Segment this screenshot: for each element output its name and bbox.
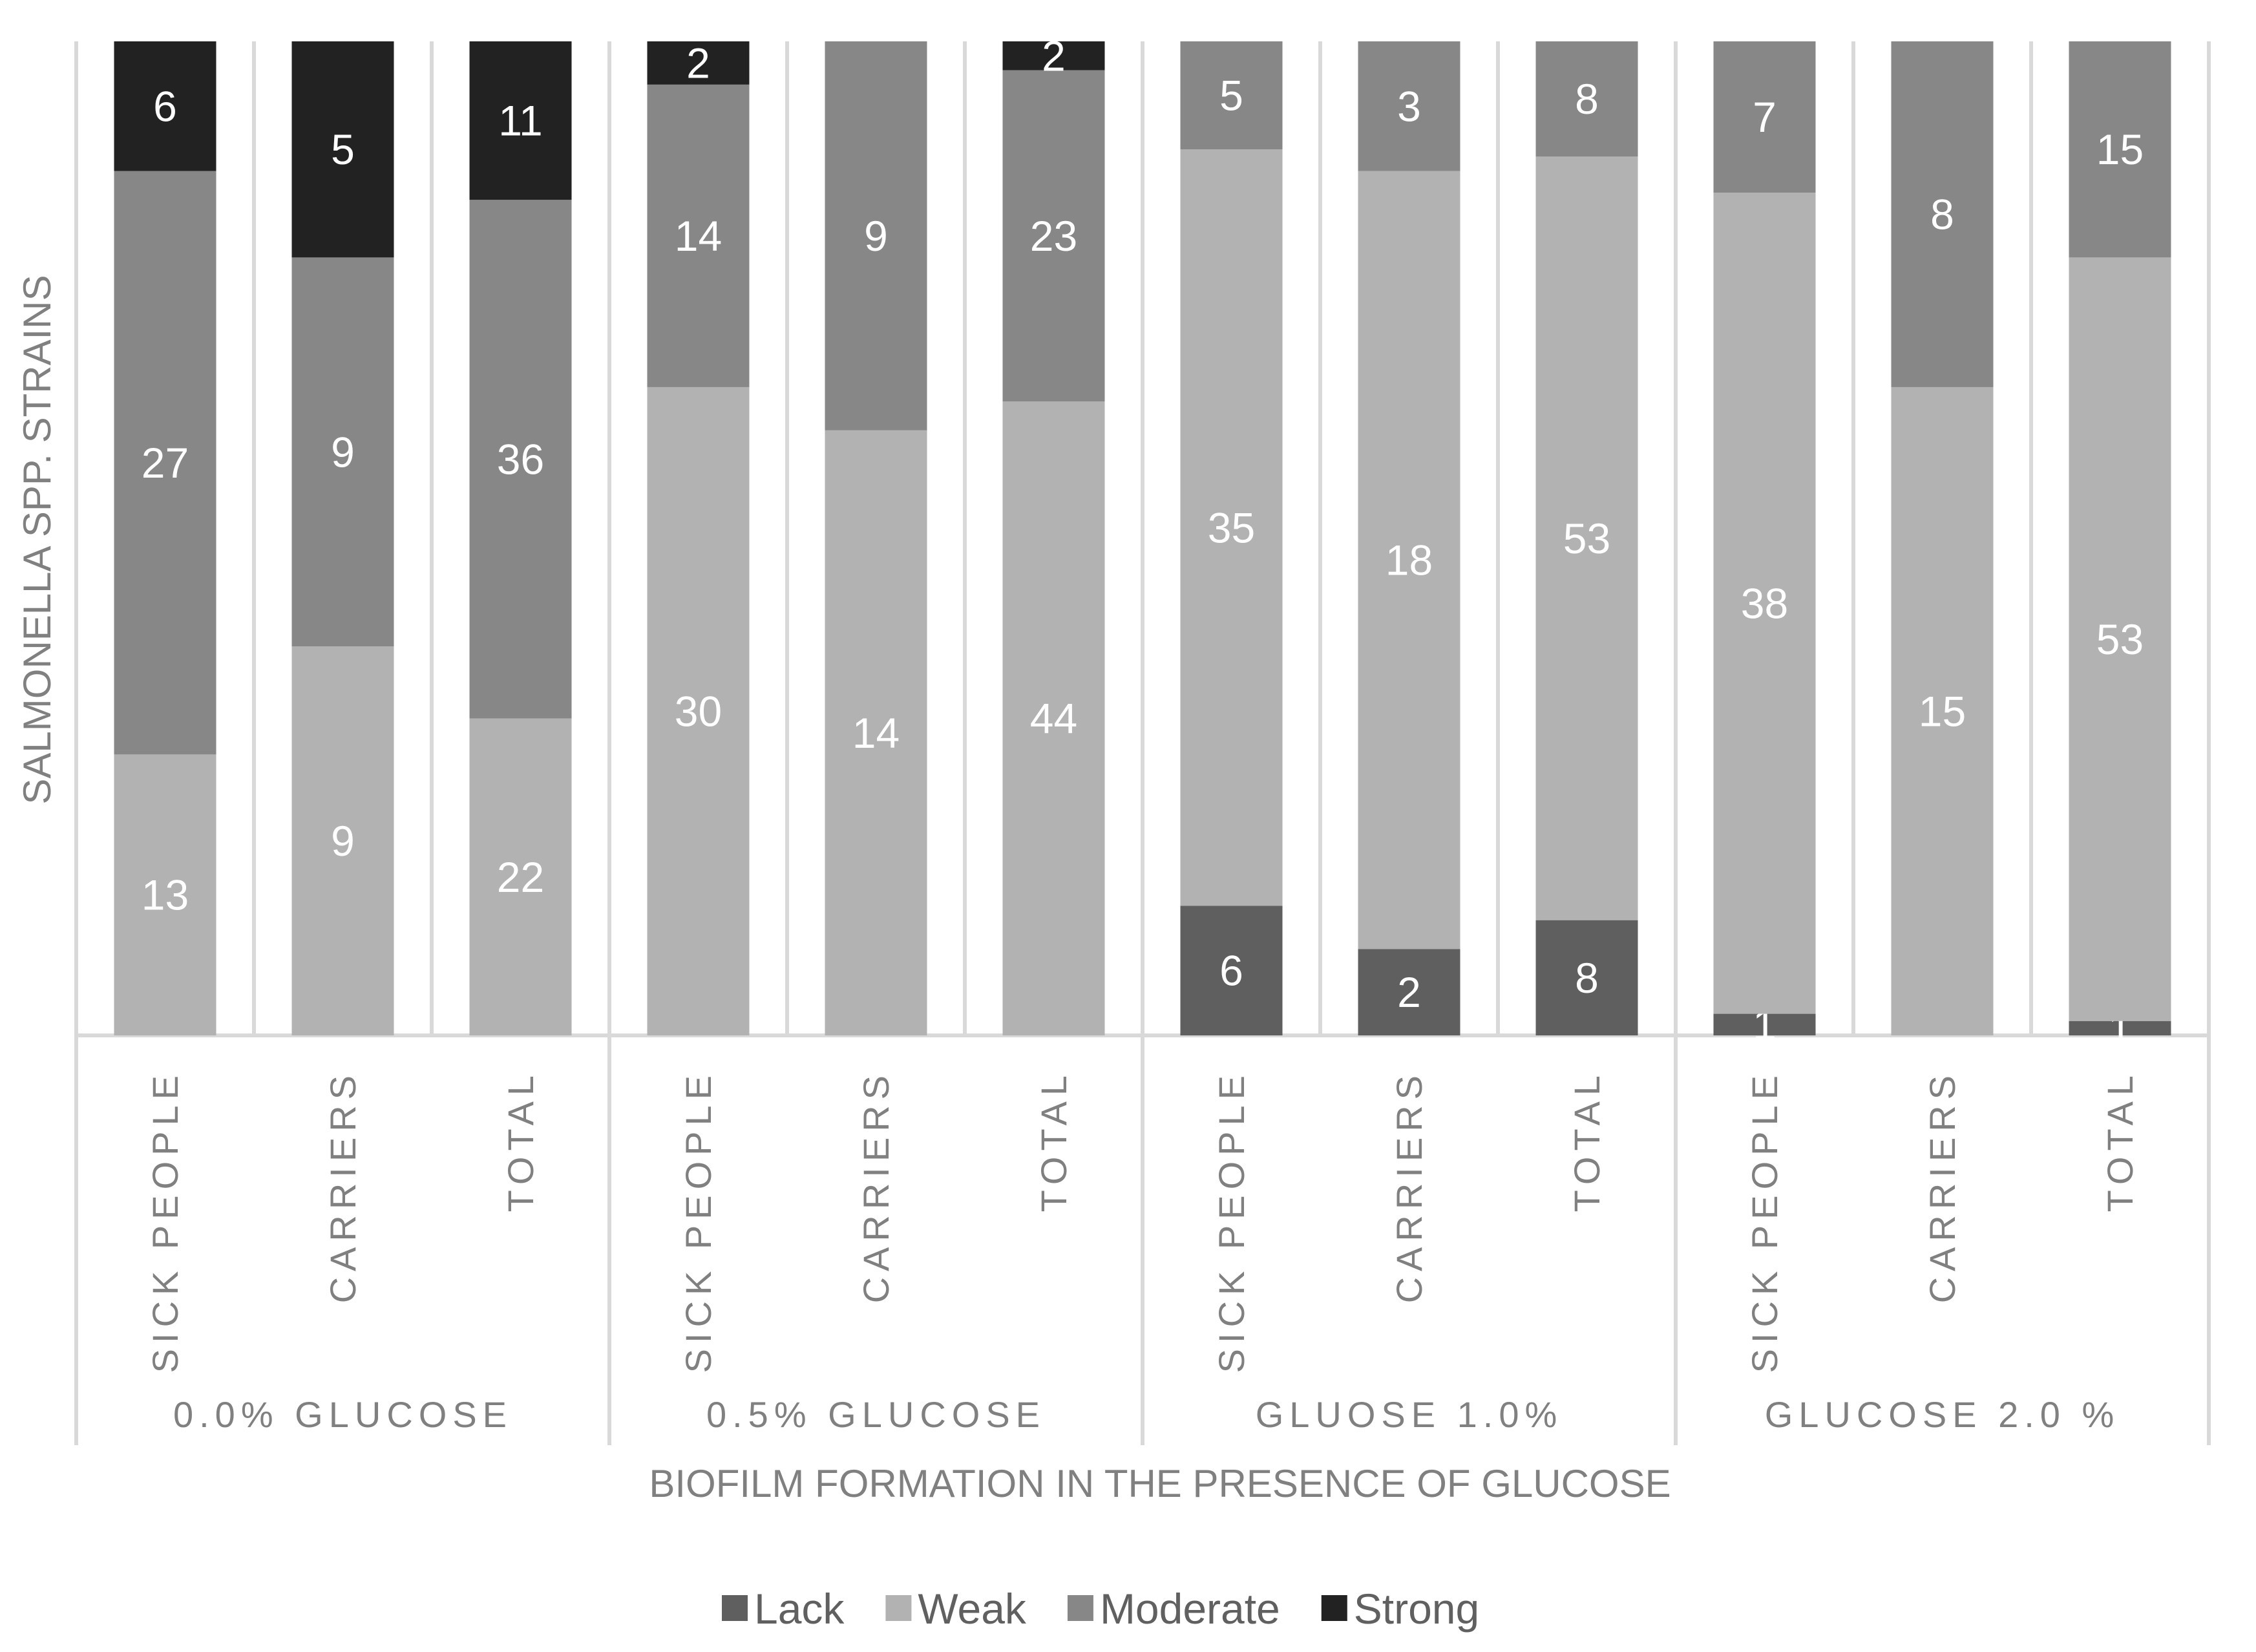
bar-segment-moderate (1713, 41, 1816, 193)
bar-segment-lack (1180, 905, 1283, 1035)
bar-segment-lack (1358, 949, 1460, 1035)
category-tick-label: CARRIERS (856, 1070, 896, 1303)
category-tick-label: TOTAL (2100, 1070, 2140, 1212)
data-label-strong: 11 (498, 97, 543, 145)
bar-segment-weak (114, 754, 216, 1035)
x-axis-title: BIOFILM FORMATION IN THE PRESENCE OF GLU… (649, 1462, 1671, 1505)
bar-segment-weak (469, 718, 572, 1035)
bar-segment-weak (1358, 171, 1460, 949)
data-label-weak: 18 (1386, 536, 1433, 584)
bar-segment-moderate (1891, 41, 1994, 387)
data-label-moderate: 9 (331, 428, 355, 476)
bar-segment-strong (647, 41, 750, 85)
data-label-moderate: 9 (864, 212, 888, 260)
data-label-weak: 35 (1208, 503, 1255, 551)
group-labels: 0.0% GLUCOSE 0.5% GLUCOSE GLUOSE 1.0% GLUCO… (173, 1394, 2120, 1435)
data-label-strong: 2 (686, 39, 710, 87)
category-tick-label: SICK PEOPLE (1744, 1070, 1785, 1373)
data-label-weak: 38 (1741, 579, 1788, 627)
category-tick-label: TOTAL (1566, 1070, 1607, 1212)
bar-segment-moderate (2069, 41, 2171, 258)
bar-segment-weak (647, 387, 750, 1035)
bar-segment-strong (469, 41, 572, 200)
category-tick-label: CARRIERS (1389, 1070, 1429, 1303)
bar-segment-strong (291, 41, 394, 258)
y-axis-title: SALMONELLA SPP. STRAINS (16, 275, 59, 804)
data-label-moderate: 8 (1930, 190, 1954, 238)
group-label: GLUCOSE 2.0 % (1765, 1394, 2120, 1435)
data-label-weak: 44 (1030, 695, 1077, 743)
bar-segment-weak (1891, 387, 1994, 1035)
category-separators (74, 41, 2211, 1445)
data-label-weak: 9 (331, 817, 355, 865)
bar-segment-moderate (291, 257, 394, 647)
data-label-weak: 13 (142, 871, 189, 919)
data-label-lack: 8 (1575, 954, 1599, 1002)
bar-segment-moderate (469, 200, 572, 719)
data-label-moderate: 3 (1397, 82, 1421, 130)
data-label-weak: 14 (852, 709, 900, 757)
bar-segment-lack (1713, 1013, 1816, 1035)
data-label-weak: 30 (675, 687, 722, 735)
category-tick-label: SICK PEOPLE (678, 1070, 719, 1373)
bar-segment-lack (1535, 920, 1638, 1035)
bar-segment-strong (1002, 41, 1105, 70)
bar-segment-moderate (1002, 70, 1105, 402)
data-label-moderate: 5 (1219, 72, 1243, 120)
category-tick-label: CARRIERS (1922, 1070, 1963, 1303)
bar-segment-strong (114, 41, 216, 171)
data-label-strong: 2 (1042, 32, 1066, 79)
group-label: 0.0% GLUCOSE (173, 1394, 512, 1435)
category-tick-labels: SICK PEOPLE CARRIERS TOTAL SICK PEOPLE CARRI… (145, 1070, 2140, 1373)
data-label-moderate: 36 (497, 435, 544, 483)
data-label-moderate: 7 (1753, 93, 1776, 141)
legend-label-lack: Lack (754, 1585, 845, 1633)
bar-segment-weak (291, 646, 394, 1035)
category-tick-label: SICK PEOPLE (1211, 1070, 1252, 1373)
bar-segment-moderate (1535, 41, 1638, 157)
bar-segment-weak (1535, 156, 1638, 920)
bar-segment-weak (1002, 401, 1105, 1035)
data-label-weak: 15 (1919, 687, 1966, 735)
bar-segment-weak (825, 430, 927, 1035)
bars: 1327699522361130142149442326355218385381… (114, 32, 2171, 1052)
data-label-weak: 53 (2096, 615, 2144, 663)
category-tick-label: TOTAL (500, 1070, 541, 1212)
legend-swatch-strong (1321, 1595, 1347, 1621)
legend: Lack Weak Moderate Strong (722, 1585, 1479, 1633)
data-label-weak: 53 (1563, 514, 1610, 562)
category-tick-label: CARRIERS (322, 1070, 363, 1303)
legend-swatch-moderate (1067, 1595, 1093, 1621)
data-label-lack: 2 (1397, 968, 1421, 1016)
bar-segment-weak (2069, 257, 2171, 1021)
bar-segment-moderate (825, 41, 927, 430)
data-label-moderate: 14 (675, 212, 722, 260)
bar-segment-moderate (1180, 41, 1283, 150)
bar-segment-moderate (114, 171, 216, 755)
bar-segment-lack (2069, 1021, 2171, 1035)
data-label-strong: 5 (331, 125, 355, 173)
legend-label-weak: Weak (918, 1585, 1027, 1633)
bar-segment-moderate (647, 84, 750, 387)
data-label-weak: 22 (497, 853, 544, 901)
bar-segment-weak (1713, 193, 1816, 1014)
legend-label-moderate: Moderate (1100, 1585, 1280, 1633)
group-label: GLUOSE 1.0% (1256, 1394, 1563, 1435)
data-label-strong: 6 (153, 82, 177, 130)
data-label-moderate: 23 (1030, 212, 1077, 260)
legend-swatch-weak (885, 1595, 912, 1621)
data-label-moderate: 15 (2096, 125, 2144, 173)
category-tick-label: SICK PEOPLE (145, 1070, 185, 1373)
legend-label-strong: Strong (1354, 1585, 1479, 1633)
legend-swatch-lack (722, 1595, 748, 1621)
group-label: 0.5% GLUCOSE (706, 1394, 1046, 1435)
category-tick-label: TOTAL (1033, 1070, 1074, 1212)
bar-segment-moderate (1358, 41, 1460, 171)
data-label-moderate: 27 (142, 439, 189, 487)
data-label-moderate: 8 (1575, 75, 1599, 123)
data-label-lack: 6 (1219, 947, 1243, 995)
bar-segment-weak (1180, 149, 1283, 906)
